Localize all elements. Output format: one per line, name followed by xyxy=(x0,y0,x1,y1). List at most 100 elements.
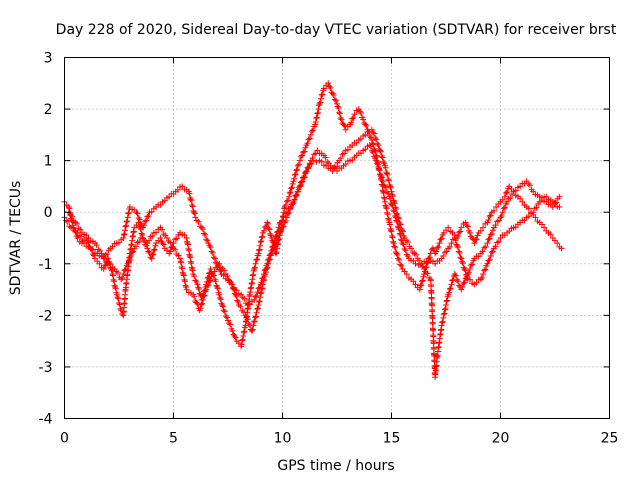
y-tick-label: 3 xyxy=(44,51,53,67)
data-point xyxy=(96,260,103,267)
data-point xyxy=(152,242,159,249)
data-point xyxy=(474,232,481,239)
data-point xyxy=(454,233,461,240)
data-point xyxy=(507,194,514,201)
data-point xyxy=(117,305,124,312)
data-point xyxy=(447,285,454,292)
data-point xyxy=(438,322,445,329)
data-point xyxy=(532,214,539,221)
data-point xyxy=(221,267,228,274)
data-point xyxy=(313,115,320,122)
data-point xyxy=(199,300,206,307)
data-point xyxy=(381,198,388,205)
data-point xyxy=(385,216,392,223)
data-point xyxy=(220,307,227,314)
data-point xyxy=(446,243,453,250)
data-point xyxy=(282,202,289,209)
data-point xyxy=(104,251,111,258)
x-tick-label: 10 xyxy=(274,431,292,447)
data-point xyxy=(175,252,182,259)
data-point xyxy=(495,238,502,245)
data-point xyxy=(372,148,379,155)
data-point xyxy=(248,327,255,334)
data-point xyxy=(193,278,200,285)
data-point xyxy=(207,265,214,272)
data-point xyxy=(230,285,237,292)
data-point xyxy=(274,229,281,236)
data-point xyxy=(318,91,325,98)
data-point xyxy=(389,202,396,209)
data-point xyxy=(391,243,398,250)
data-point xyxy=(199,226,206,233)
data-point xyxy=(438,235,445,242)
data-point xyxy=(242,312,249,319)
data-point xyxy=(266,226,273,233)
data-point xyxy=(404,238,411,245)
data-point xyxy=(112,283,119,290)
data-point xyxy=(471,240,478,247)
data-point xyxy=(380,158,387,165)
data-point xyxy=(254,289,261,296)
data-point xyxy=(290,200,297,207)
data-point xyxy=(374,160,381,167)
data-point xyxy=(287,189,294,196)
data-point xyxy=(218,300,225,307)
data-point xyxy=(238,341,245,348)
data-point xyxy=(478,274,485,281)
data-point xyxy=(289,180,296,187)
data-point xyxy=(488,249,495,256)
data-point xyxy=(396,230,403,237)
data-point xyxy=(186,190,193,197)
data-point xyxy=(366,142,373,149)
data-point xyxy=(195,284,202,291)
data-point xyxy=(454,244,461,251)
data-point xyxy=(459,260,466,267)
data-point xyxy=(316,102,323,109)
data-point xyxy=(251,296,258,303)
data-point xyxy=(189,203,196,210)
data-point xyxy=(107,261,114,268)
data-point xyxy=(110,272,117,279)
data-point xyxy=(211,255,218,262)
data-point xyxy=(205,274,212,281)
data-point xyxy=(368,147,375,154)
data-point xyxy=(257,238,264,245)
data-point xyxy=(258,285,265,292)
data-point xyxy=(377,148,384,155)
data-point xyxy=(501,193,508,200)
data-point xyxy=(453,276,460,283)
data-point xyxy=(301,173,308,180)
data-point xyxy=(281,219,288,226)
data-point xyxy=(461,265,468,272)
data-point xyxy=(203,236,210,243)
data-point xyxy=(443,302,449,309)
data-point xyxy=(499,196,506,203)
data-point xyxy=(191,273,198,280)
data-point xyxy=(271,242,278,249)
data-point xyxy=(252,314,259,321)
data-point xyxy=(306,135,313,142)
data-point xyxy=(230,284,237,291)
data-point xyxy=(101,262,108,269)
data-point xyxy=(466,276,473,283)
data-point xyxy=(387,195,394,202)
data-point xyxy=(488,231,495,238)
data-point xyxy=(212,278,219,285)
data-point xyxy=(136,238,143,245)
data-point xyxy=(408,245,415,252)
data-point xyxy=(519,198,526,205)
data-point xyxy=(177,258,184,265)
data-point xyxy=(334,100,340,107)
data-point xyxy=(124,214,131,221)
data-point xyxy=(338,116,345,123)
data-point xyxy=(389,234,396,241)
data-point xyxy=(241,328,248,335)
data-point xyxy=(457,228,464,235)
data-point xyxy=(440,253,447,260)
data-point xyxy=(310,127,317,134)
data-point xyxy=(194,281,201,288)
data-point xyxy=(303,168,310,175)
data-point xyxy=(421,265,428,272)
data-point xyxy=(445,289,452,296)
data-point xyxy=(396,257,403,264)
